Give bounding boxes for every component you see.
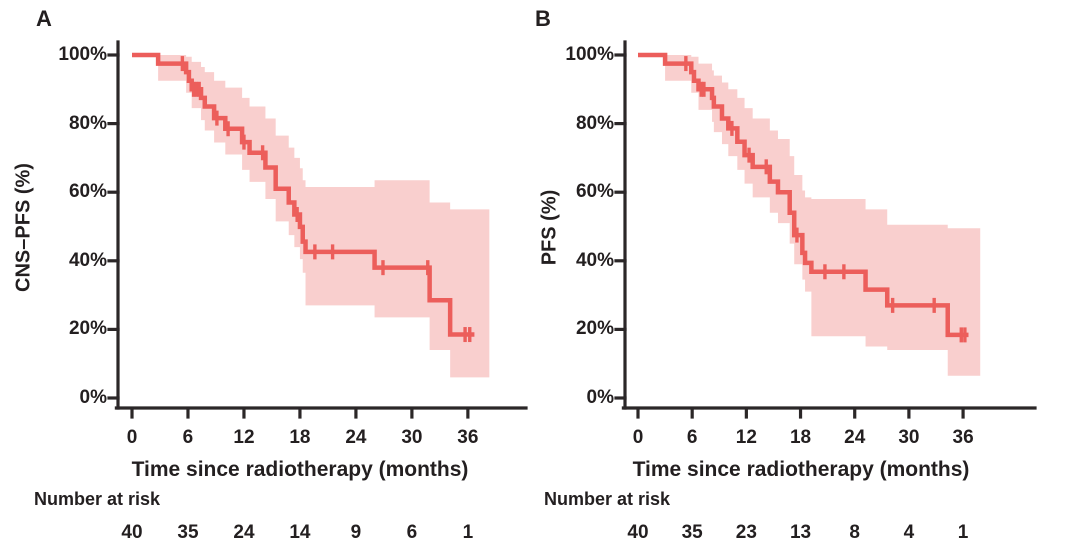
panel-cns-pfs: A CNS–PFS (%) Time since radiotherapy (m…	[12, 6, 528, 543]
y-tick-label: 60%	[68, 181, 107, 203]
x-tick-label: 18	[789, 427, 812, 448]
x-tick-label: 12	[735, 427, 757, 448]
y-tick-label: 60%	[575, 181, 614, 203]
y-tick-label: 80%	[68, 112, 107, 134]
panel-pfs: B PFS (%) Time since radiotherapy (month…	[535, 0, 1080, 551]
survival-curve	[638, 52, 969, 338]
survival-curve	[132, 52, 475, 337]
number-at-risk-value: 1	[462, 522, 474, 543]
x-tick-label: 36	[952, 427, 974, 448]
x-axis-title: Time since radiotherapy (months)	[632, 458, 970, 481]
number-at-risk-value: 4	[903, 522, 915, 543]
number-at-risk-title: Number at risk	[544, 489, 671, 509]
panel-label-a: A	[36, 6, 52, 31]
x-tick-label: 24	[844, 427, 866, 448]
x-tick-label: 30	[898, 427, 920, 448]
y-tick-label: 0%	[79, 387, 107, 408]
censor-marks	[684, 56, 967, 343]
y-axis-title: CNS–PFS (%)	[12, 163, 35, 292]
number-at-risk-value: 24	[233, 522, 255, 543]
y-tick-label: 0%	[586, 387, 614, 408]
x-tick-label: 18	[289, 427, 311, 448]
km-plot-pfs	[614, 40, 1037, 419]
y-tick-label: 40%	[575, 249, 614, 271]
y-tick-label: 40%	[68, 249, 107, 271]
number-at-risk-value: 40	[121, 522, 143, 543]
number-at-risk-value: 8	[849, 522, 860, 543]
x-tick-label: 36	[457, 427, 479, 448]
y-tick-label: 100%	[565, 44, 614, 65]
number-at-risk-value: 9	[350, 522, 362, 543]
number-at-risk-value: 1	[957, 522, 969, 543]
y-tick-label: 20%	[575, 318, 614, 340]
x-tick-label: 0	[126, 427, 138, 448]
x-tick-label: 24	[345, 427, 367, 448]
km-plot-cns-pfs	[107, 40, 528, 419]
x-tick-label: 0	[632, 427, 644, 448]
censor-marks	[180, 56, 472, 343]
y-tick-label: 20%	[68, 318, 107, 340]
confidence-band	[665, 55, 981, 376]
x-tick-label: 6	[182, 427, 194, 448]
confidence-band	[158, 55, 490, 378]
axes	[107, 40, 528, 419]
y-axis-title: PFS (%)	[538, 189, 561, 266]
number-at-risk-value: 13	[789, 522, 812, 543]
x-tick-label: 12	[233, 427, 255, 448]
x-tick-label: 6	[686, 427, 698, 448]
y-tick-label: 100%	[58, 44, 107, 65]
number-at-risk-value: 35	[177, 522, 199, 543]
number-at-risk-value: 6	[406, 522, 418, 543]
x-axis-title: Time since radiotherapy (months)	[131, 458, 469, 481]
number-at-risk-value: 14	[289, 522, 311, 543]
number-at-risk-value: 35	[681, 522, 703, 543]
panel-label-b: B	[535, 6, 551, 31]
axes	[614, 40, 1037, 419]
x-tick-label: 30	[401, 427, 423, 448]
number-at-risk-value: 23	[735, 522, 757, 543]
y-tick-label: 80%	[575, 112, 614, 134]
number-at-risk-value: 40	[627, 522, 649, 543]
number-at-risk-title: Number at risk	[34, 489, 161, 509]
